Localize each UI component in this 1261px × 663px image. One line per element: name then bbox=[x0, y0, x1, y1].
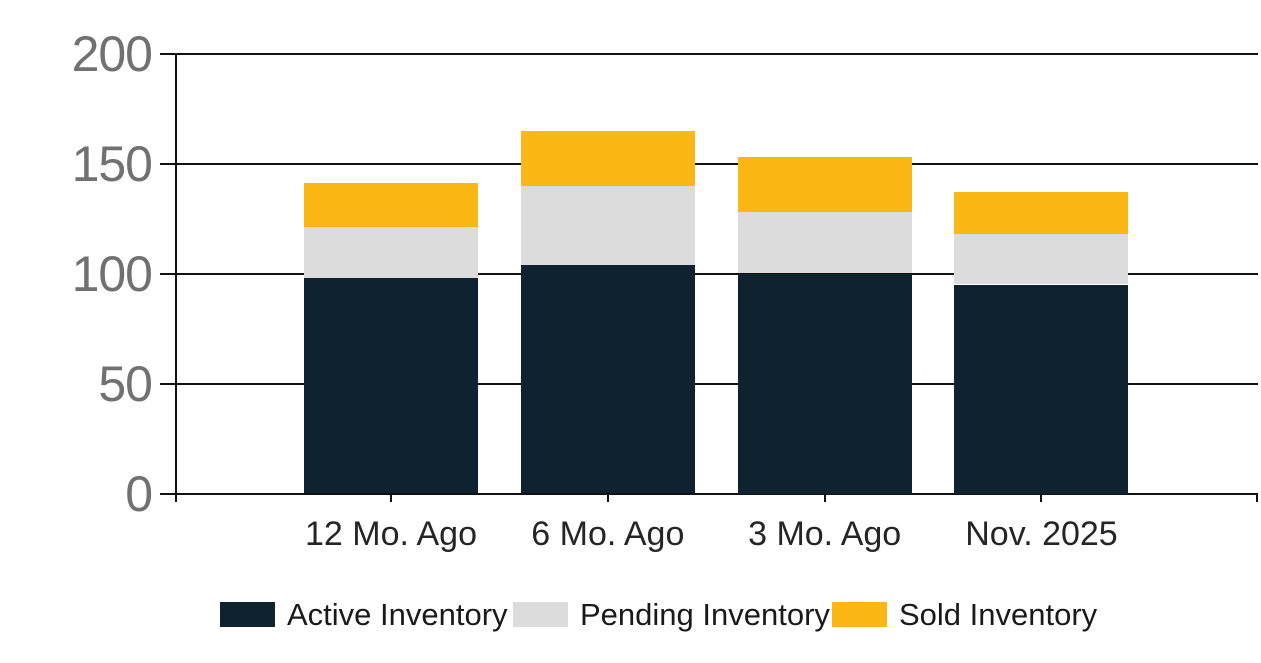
x-axis-tick bbox=[390, 493, 392, 502]
bar-segment-sold-inventory bbox=[954, 192, 1129, 234]
x-axis-label: 6 Mo. Ago bbox=[531, 515, 685, 553]
bar-segment-active-inventory bbox=[304, 277, 478, 494]
legend-label: Pending Inventory bbox=[580, 596, 830, 632]
legend-item-sold-inventory: Sold Inventory bbox=[832, 596, 1098, 632]
bar-segment-sold-inventory bbox=[737, 156, 912, 212]
bar-segment-pending-inventory bbox=[737, 211, 912, 274]
x-axis-tick bbox=[606, 493, 609, 502]
x-axis-label: Nov. 2025 bbox=[965, 515, 1118, 553]
x-axis-tick bbox=[823, 493, 826, 502]
bar-segment-pending-inventory bbox=[520, 185, 695, 265]
legend-swatch-sold-inventory bbox=[832, 601, 887, 627]
y-axis-tick-label: 0 bbox=[125, 465, 153, 522]
x-axis-end-tick bbox=[1256, 493, 1258, 502]
bar-segment-active-inventory bbox=[954, 284, 1129, 494]
gridline bbox=[160, 52, 1258, 55]
legend-swatch-active-inventory bbox=[220, 601, 275, 627]
x-axis-label: 3 Mo. Ago bbox=[748, 515, 902, 553]
legend-item-active-inventory: Active Inventory bbox=[220, 596, 508, 632]
y-axis-tick-label: 200 bbox=[71, 25, 153, 82]
gridline bbox=[160, 492, 1258, 495]
gridline bbox=[160, 382, 1258, 385]
legend-swatch-pending-inventory bbox=[513, 601, 568, 627]
x-axis-tick bbox=[1040, 493, 1043, 502]
x-axis-label: 12 Mo. Ago bbox=[304, 515, 477, 553]
bar-segment-pending-inventory bbox=[304, 227, 478, 278]
bar-segment-sold-inventory bbox=[520, 130, 695, 186]
legend-label: Active Inventory bbox=[287, 596, 508, 632]
y-axis-tick-label: 150 bbox=[71, 135, 153, 192]
gridline bbox=[160, 272, 1258, 275]
y-axis-line bbox=[175, 53, 177, 502]
bar-segment-active-inventory bbox=[520, 264, 695, 494]
bar-segment-active-inventory bbox=[737, 273, 912, 494]
legend-label: Sold Inventory bbox=[899, 596, 1098, 632]
gridline bbox=[160, 162, 1258, 165]
y-axis-tick-label: 50 bbox=[98, 355, 153, 412]
legend-item-pending-inventory: Pending Inventory bbox=[513, 596, 830, 632]
bar-segment-sold-inventory bbox=[304, 183, 478, 228]
bar-segment-pending-inventory bbox=[954, 233, 1129, 285]
y-axis-tick-label: 100 bbox=[71, 245, 153, 302]
